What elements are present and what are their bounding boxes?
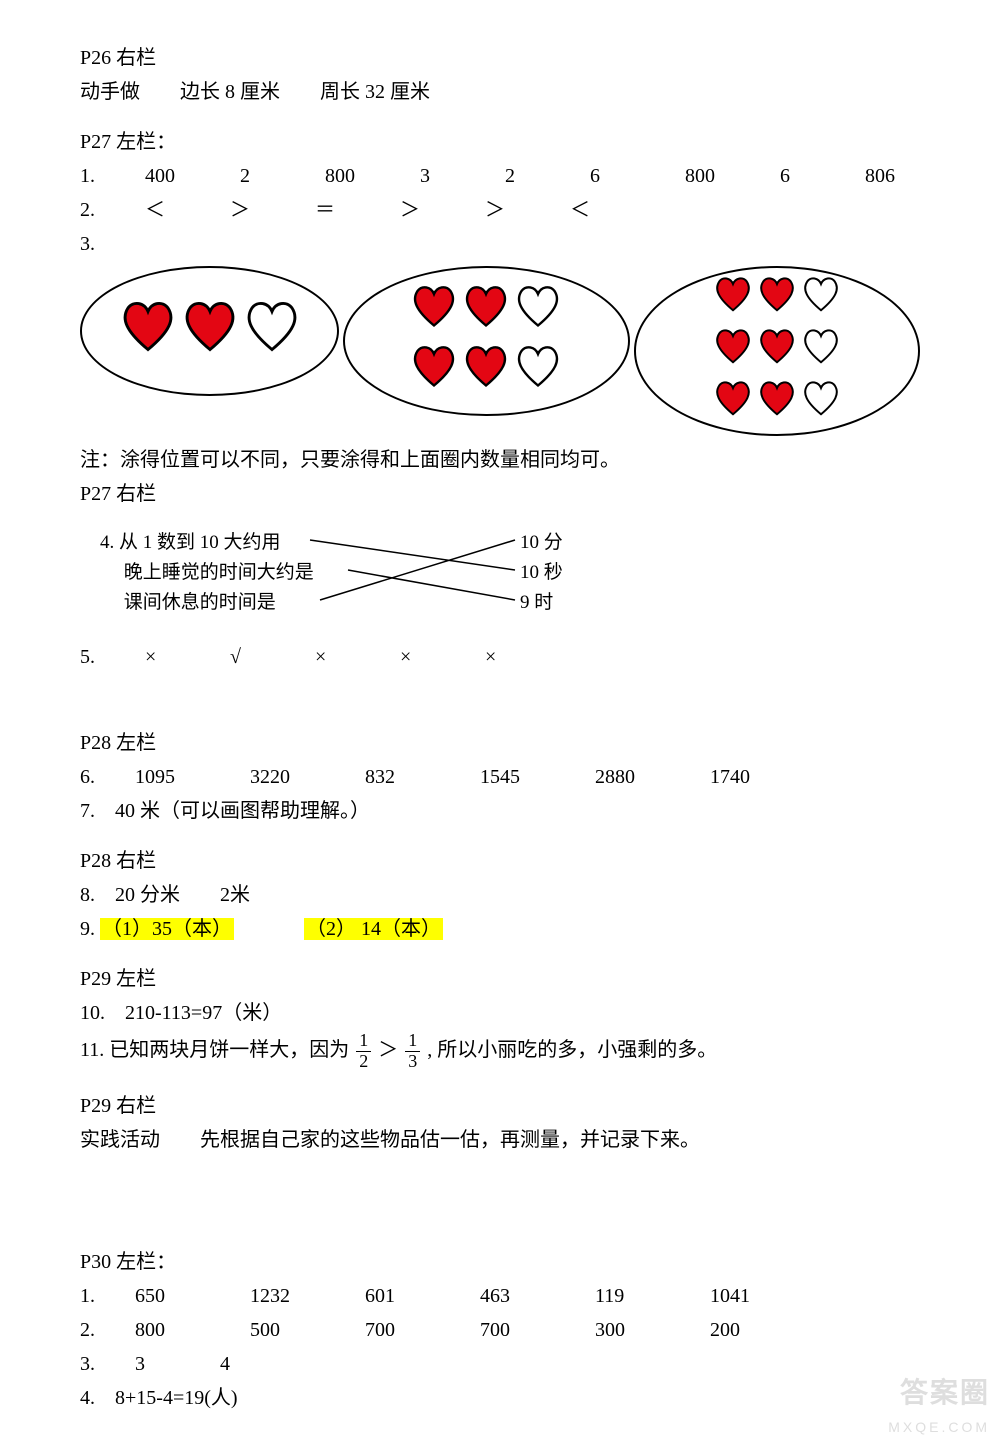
highlight-1: （1）35（本） (100, 918, 234, 940)
fraction-2: 13 (405, 1031, 420, 1072)
p30l-q1: 1. 650 1232 601 463 119 1041 (80, 1280, 920, 1312)
p28l-q7: 7. 40 米（可以画图帮助理解。） (80, 795, 920, 827)
p29r-title: P29 右栏 (80, 1090, 920, 1122)
p27l-q2: 2. ＜ ＞ ＝ ＞ ＞ ＜ (80, 194, 920, 226)
match-lines (100, 528, 700, 623)
p30l-title: P30 左栏： (80, 1246, 920, 1278)
p26r-title: P26 右栏 (80, 42, 920, 74)
p28l-title: P28 左栏 (80, 727, 920, 759)
highlight-2: （2） 14（本） (304, 918, 443, 940)
p27r-title: P27 右栏 (80, 478, 920, 510)
p28l-q6: 6. 1095 3220 832 1545 2880 1740 (80, 761, 920, 793)
p27l-q3-label: 3. (80, 228, 920, 260)
p29l-title: P29 左栏 (80, 963, 920, 995)
p30l-q3: 3. 3 4 (80, 1348, 920, 1380)
oval-2 (343, 266, 629, 416)
hearts-diagram (80, 266, 920, 436)
p30l-q2: 2. 800 500 700 700 300 200 (80, 1314, 920, 1346)
p28r-title: P28 右栏 (80, 845, 920, 877)
p29l-q10: 10. 210-113=97（米） (80, 997, 920, 1029)
p27r-q5: 5. × √ × × × (80, 641, 920, 673)
p28r-q8: 8. 20 分米 2米 (80, 879, 920, 911)
p28r-q9: 9. （1）35（本） （2） 14（本） (80, 913, 920, 945)
p30l-q4: 4. 8+15-4=19(人) (80, 1382, 920, 1414)
matching-diagram: 4. 从 1 数到 10 大约用 晚上睡觉的时间大约是 课间休息的时间是 10 … (100, 528, 700, 623)
p29r-line: 实践活动 先根据自己家的这些物品估一估，再测量，并记录下来。 (80, 1124, 920, 1156)
p29l-q11: 11. 已知两块月饼一样大，因为 12 ＞ 13 , 所以小丽吃的多，小强剩的多… (80, 1031, 920, 1072)
p27l-note: 注：涂得位置可以不同，只要涂得和上面圈内数量相同均可。 (80, 444, 920, 476)
fraction-1: 12 (356, 1031, 371, 1072)
oval-1 (80, 266, 339, 396)
p27l-q1: 1. 400 2 800 3 2 6 800 6 806 (80, 160, 920, 192)
oval-3 (634, 266, 920, 436)
p26r-line: 动手做 边长 8 厘米 周长 32 厘米 (80, 76, 920, 108)
p27l-title: P27 左栏： (80, 126, 920, 158)
